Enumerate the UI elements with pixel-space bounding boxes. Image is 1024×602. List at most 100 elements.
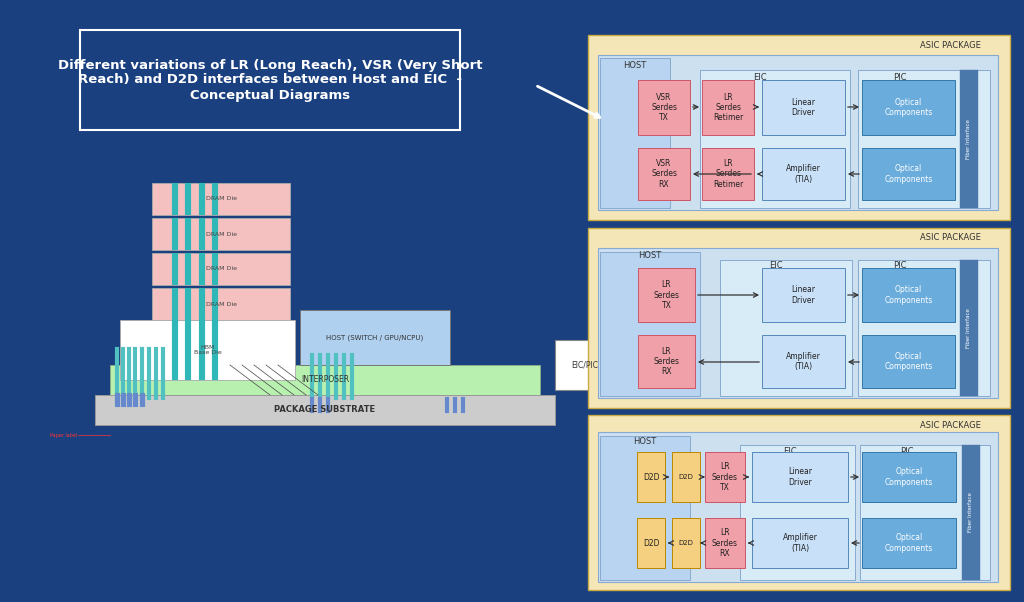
- Bar: [720, 260, 852, 396]
- Text: EIC: EIC: [769, 261, 782, 270]
- Text: Linear
Driver: Linear Driver: [792, 98, 815, 117]
- Bar: [705, 518, 745, 568]
- Bar: [638, 80, 690, 135]
- Bar: [334, 353, 338, 400]
- Bar: [598, 248, 998, 398]
- Text: LR
Serdes
RX: LR Serdes RX: [653, 347, 680, 376]
- Bar: [212, 288, 218, 320]
- Bar: [762, 148, 845, 200]
- Text: Linear
Driver: Linear Driver: [792, 285, 815, 305]
- Bar: [762, 80, 845, 135]
- Bar: [199, 218, 205, 250]
- Text: Optical
Components: Optical Components: [885, 164, 933, 184]
- Bar: [862, 268, 955, 322]
- Bar: [318, 353, 322, 400]
- Text: Paper label: Paper label: [50, 432, 77, 438]
- Bar: [212, 218, 218, 250]
- Bar: [962, 445, 980, 580]
- Bar: [152, 288, 290, 320]
- Bar: [588, 228, 1010, 408]
- Text: Fiber Interface: Fiber Interface: [969, 492, 974, 532]
- Bar: [95, 395, 555, 425]
- Bar: [318, 397, 322, 413]
- Bar: [740, 445, 855, 580]
- Bar: [762, 335, 845, 388]
- Bar: [638, 335, 695, 388]
- Bar: [350, 353, 354, 400]
- Bar: [172, 288, 178, 320]
- Bar: [199, 320, 205, 380]
- Text: Amplifier
(TIA): Amplifier (TIA): [782, 533, 817, 553]
- Bar: [199, 183, 205, 215]
- Text: HOST (SWITCH / GPU/NCPU): HOST (SWITCH / GPU/NCPU): [327, 334, 424, 341]
- Text: ASIC PACKAGE: ASIC PACKAGE: [920, 421, 980, 429]
- Bar: [555, 340, 615, 390]
- Text: Amplifier
(TIA): Amplifier (TIA): [786, 164, 821, 184]
- Text: D2D: D2D: [643, 473, 659, 482]
- Text: HBM
Base Die: HBM Base Die: [194, 344, 221, 355]
- Text: PACKAGE SUBSTRATE: PACKAGE SUBSTRATE: [274, 406, 376, 415]
- Bar: [152, 183, 290, 215]
- Bar: [705, 452, 745, 502]
- Bar: [600, 436, 690, 580]
- Bar: [212, 320, 218, 380]
- Bar: [140, 347, 144, 400]
- Text: DRAM Die: DRAM Die: [206, 267, 237, 272]
- Text: LR
Serdes
Retimer: LR Serdes Retimer: [713, 159, 743, 189]
- Bar: [115, 393, 120, 407]
- Bar: [127, 393, 132, 407]
- Bar: [961, 260, 978, 396]
- Bar: [858, 70, 990, 208]
- Text: INTERPOSER: INTERPOSER: [301, 376, 349, 385]
- Bar: [140, 393, 145, 407]
- Bar: [161, 347, 165, 400]
- Bar: [172, 218, 178, 250]
- Bar: [672, 518, 700, 568]
- Bar: [185, 288, 191, 320]
- Bar: [860, 445, 990, 580]
- Text: ASIC PACKAGE: ASIC PACKAGE: [920, 234, 980, 243]
- Text: Optical
Components: Optical Components: [885, 98, 933, 117]
- Bar: [326, 353, 330, 400]
- Bar: [121, 347, 125, 400]
- Bar: [702, 80, 754, 135]
- Text: EIC: EIC: [783, 447, 797, 456]
- Bar: [588, 35, 1010, 220]
- Text: LR
Serdes
TX: LR Serdes TX: [653, 280, 680, 310]
- Bar: [199, 253, 205, 285]
- Bar: [862, 148, 955, 200]
- Text: HOST: HOST: [624, 61, 646, 70]
- Text: PIC: PIC: [893, 72, 906, 81]
- Text: Fiber Interface: Fiber Interface: [967, 119, 972, 159]
- Bar: [80, 30, 460, 130]
- Text: Optical
Components: Optical Components: [885, 533, 933, 553]
- Text: D2D: D2D: [679, 474, 693, 480]
- Bar: [212, 253, 218, 285]
- Bar: [638, 148, 690, 200]
- Bar: [858, 260, 990, 396]
- Bar: [152, 218, 290, 250]
- Text: VSR
Serdes
RX: VSR Serdes RX: [651, 159, 677, 189]
- Bar: [453, 397, 457, 413]
- Bar: [637, 518, 665, 568]
- Bar: [752, 518, 848, 568]
- Bar: [762, 268, 845, 322]
- Bar: [120, 320, 295, 380]
- Bar: [862, 452, 956, 502]
- Bar: [588, 415, 1010, 590]
- Text: ASIC PACKAGE: ASIC PACKAGE: [920, 40, 980, 49]
- Text: PIC: PIC: [900, 447, 913, 456]
- Text: LR
Serdes
TX: LR Serdes TX: [712, 462, 738, 492]
- Bar: [133, 347, 137, 400]
- Bar: [110, 365, 540, 395]
- Bar: [185, 183, 191, 215]
- Bar: [185, 253, 191, 285]
- Bar: [127, 347, 131, 400]
- Bar: [300, 310, 450, 365]
- Bar: [310, 397, 314, 413]
- Bar: [637, 452, 665, 502]
- Bar: [185, 218, 191, 250]
- Bar: [862, 335, 955, 388]
- Bar: [700, 70, 850, 208]
- Bar: [702, 148, 754, 200]
